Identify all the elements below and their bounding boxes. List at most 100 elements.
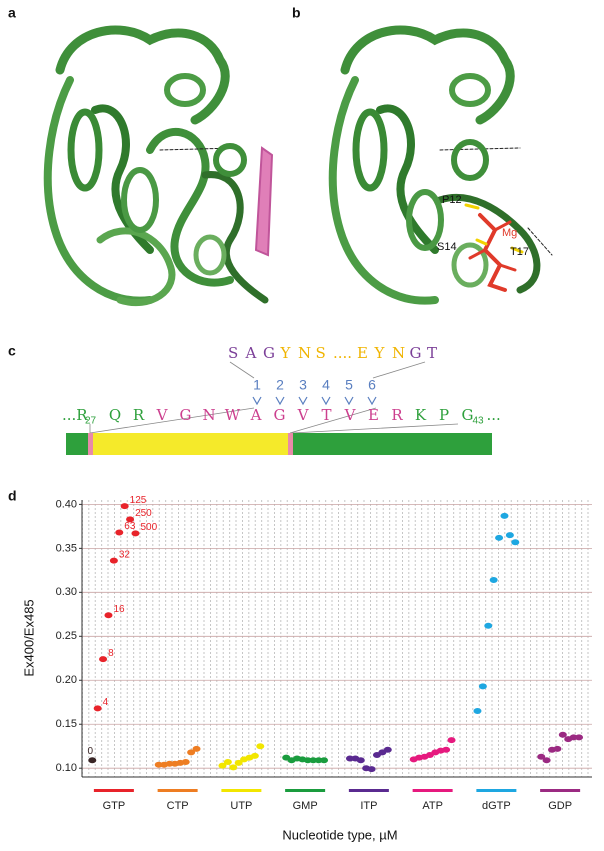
data-point [558, 731, 567, 738]
data-point [192, 745, 201, 752]
sequence-bar [66, 433, 492, 455]
point-label: 32 [119, 549, 131, 560]
point-label: 250 [135, 508, 152, 519]
data-point [537, 753, 546, 760]
data-point [88, 757, 97, 764]
data-point [553, 745, 562, 752]
sequence-letter: G [274, 406, 286, 424]
x-tick-label: UTP [230, 800, 252, 812]
group-bar [285, 789, 326, 792]
y-tick-label: 0.20 [56, 674, 77, 686]
position-arrow [344, 396, 354, 406]
sequence-letter: ...R [62, 406, 88, 424]
position-number: 2 [276, 377, 284, 393]
chart: 0.10 0.15 0.20 0.25 0.30 0.35 0.40 GTP 0 4 8 16 32 63… [56, 495, 592, 812]
sequence-letter: V [156, 406, 169, 424]
sequence-letter: Y [374, 344, 386, 362]
point-label: 500 [140, 522, 157, 533]
sequence-letter: S [316, 344, 326, 362]
residue-label: P12 [442, 194, 462, 206]
sequence-letter: V [344, 406, 357, 424]
data-point [542, 757, 551, 764]
group-bar [221, 789, 262, 792]
group-bar [348, 789, 389, 792]
data-point [250, 752, 259, 759]
sequence-letter: G [462, 406, 474, 424]
x-tick-label: GMP [293, 800, 318, 812]
sequence-letter: E [368, 406, 379, 424]
sequence-letter: R [391, 406, 403, 424]
sequence-index: 43 [473, 416, 485, 427]
sequence-letter: S [228, 344, 238, 362]
position-number: 5 [345, 377, 353, 393]
data-point [109, 557, 118, 564]
y-tick-label: 0.25 [56, 630, 77, 642]
panel-label: b [292, 5, 301, 21]
residue-label: T17 [510, 246, 529, 258]
sequence-letter: T [427, 344, 437, 362]
position-arrow [275, 396, 285, 406]
residue-label: Mg [502, 227, 517, 239]
position-number: 4 [322, 377, 330, 393]
data-point [505, 532, 514, 539]
group-bar [412, 789, 453, 792]
data-point [126, 516, 135, 523]
sequence-letter: N [202, 406, 215, 424]
data-point [181, 759, 190, 766]
sequence-letter: K [415, 406, 427, 424]
data-point [115, 529, 124, 536]
position-number: 6 [368, 377, 376, 393]
data-point [99, 656, 108, 663]
sequence-letter: P [439, 406, 449, 424]
y-tick-label: 0.10 [56, 762, 77, 774]
point-label: 0 [87, 746, 93, 757]
data-point [478, 683, 487, 690]
sequence-letter: Q [109, 406, 121, 424]
position-arrow [252, 396, 262, 406]
sequence-letter: ... [487, 406, 501, 424]
protein-structure-b [328, 25, 553, 305]
data-point [511, 539, 520, 546]
sequence-letter: .... [333, 344, 352, 362]
point-label: 16 [113, 604, 125, 615]
sequence-connectors [89, 361, 459, 434]
sequence-letter: N [392, 344, 405, 362]
x-tick-label: dGTP [482, 800, 511, 812]
data-point [120, 503, 129, 510]
sequence-letter: G [180, 406, 192, 424]
point-label: 63 [124, 521, 136, 532]
data-point [484, 622, 493, 629]
data-point [187, 749, 196, 756]
sequence-letter: G [263, 344, 275, 362]
y-tick-label: 0.15 [56, 718, 77, 730]
sequence-letter: E [357, 344, 368, 362]
sequence-letter: W [225, 406, 241, 424]
position-arrow [321, 396, 331, 406]
data-point [320, 757, 329, 764]
data-point [229, 764, 238, 771]
data-point [104, 612, 113, 619]
data-point [489, 577, 498, 584]
y-tick-label: 0.35 [56, 542, 77, 554]
group-bar [476, 789, 517, 792]
x-tick-label: GDP [548, 800, 572, 812]
data-point [131, 530, 140, 537]
x-tick-label: GTP [103, 800, 126, 812]
sequence-letter: R [133, 406, 145, 424]
panel-label: d [8, 488, 17, 504]
x-tick-label: CTP [167, 800, 189, 812]
sequence-letter: A [245, 344, 257, 362]
data-point [93, 705, 102, 712]
data-point [218, 762, 227, 769]
protein-structure-a [43, 25, 274, 307]
y-tick-label: 0.30 [56, 586, 77, 598]
residue-label: S14 [437, 241, 457, 253]
point-label: 8 [108, 648, 114, 659]
group-bar [93, 789, 134, 792]
sequence-letter: A [250, 406, 262, 424]
point-label: 125 [130, 495, 147, 506]
position-arrow [298, 396, 308, 406]
data-point [447, 737, 456, 744]
y-tick-label: 0.40 [56, 498, 77, 510]
data-point [473, 708, 482, 715]
